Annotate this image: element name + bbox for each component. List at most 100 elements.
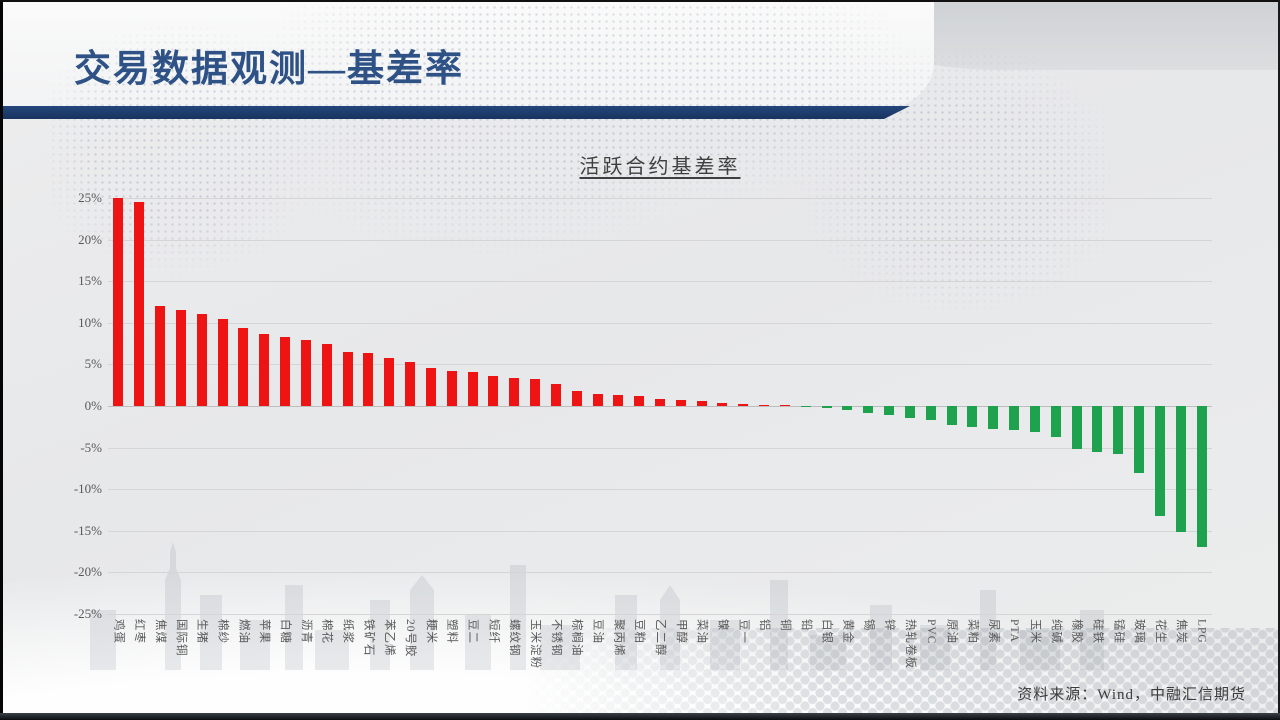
- x-axis-category-label: 铜: [778, 619, 791, 632]
- x-axis-category-label: 铁矿石: [362, 619, 375, 657]
- bar: [717, 402, 728, 406]
- bar: [175, 310, 186, 406]
- gridline: [108, 322, 1212, 324]
- x-axis-category-label: 豆粕: [633, 619, 646, 644]
- bar: [759, 405, 770, 406]
- bar: [884, 406, 895, 416]
- gridline: [108, 447, 1212, 449]
- x-axis-category-label: 棕榈油: [570, 619, 583, 657]
- y-axis-tick-label: 10%: [78, 314, 102, 330]
- dotted-world-map-pattern: [50, 4, 1110, 324]
- bar: [113, 198, 124, 406]
- bar: [779, 405, 790, 406]
- bar: [1009, 406, 1020, 431]
- x-axis-category-label: 玉米淀粉: [529, 619, 542, 669]
- x-axis-category-label: 白糖: [279, 619, 292, 644]
- x-axis-category-label: 塑料: [445, 619, 458, 644]
- source-note: 资料来源：Wind，中融汇信期货: [1017, 687, 1246, 703]
- x-axis-category-label: 黄金: [841, 619, 854, 644]
- bar: [1050, 406, 1061, 437]
- bar: [259, 333, 270, 406]
- bar: [946, 406, 957, 426]
- x-axis-category-label: 镍: [716, 619, 729, 632]
- bar: [904, 406, 915, 419]
- bar: [821, 406, 832, 409]
- gridline: [108, 489, 1212, 491]
- bar: [488, 376, 499, 406]
- slide-top-edge: [0, 0, 1280, 2]
- x-axis-category-label: 花生: [1153, 619, 1166, 644]
- white-swoosh-decoration: [0, 380, 1280, 720]
- bar: [321, 344, 332, 406]
- y-axis-tick-label: 5%: [84, 356, 102, 372]
- bar: [550, 384, 561, 406]
- x-axis-category-label: 玻璃: [1133, 619, 1146, 644]
- x-axis-category-label: 苯乙烯: [383, 619, 396, 657]
- x-axis-category-label: 豆油: [591, 619, 604, 644]
- x-axis-category-label: PTA: [1008, 619, 1021, 643]
- bar: [425, 367, 436, 406]
- x-axis-category-label: 铝: [758, 619, 771, 632]
- bar: [1196, 406, 1207, 548]
- x-axis-category-label: 燃油: [237, 619, 250, 644]
- x-axis-category-label: 粳米: [424, 619, 437, 644]
- gridline: [108, 281, 1212, 283]
- gridline: [108, 198, 1212, 199]
- x-axis-category-label: 豆一: [737, 619, 750, 644]
- bar: [155, 306, 166, 406]
- bar: [342, 351, 353, 406]
- bar: [988, 406, 999, 430]
- x-axis-category-label: 红枣: [133, 619, 146, 644]
- x-axis-category-label: 橡胶: [1070, 619, 1083, 644]
- x-axis-category-label: 螺纹钢: [508, 619, 521, 657]
- y-axis-tick-label: -20%: [73, 564, 102, 580]
- x-axis-category-label: 鸡蛋: [112, 619, 125, 644]
- bar: [238, 327, 249, 406]
- slide-bottom-edge: [0, 713, 1280, 720]
- bar: [863, 406, 874, 414]
- city-skyline-silhouette: [90, 542, 1104, 670]
- x-axis-category-label: 棉花: [320, 619, 333, 644]
- y-axis-tick-label: 25%: [78, 190, 102, 205]
- x-axis-category-label: 锌: [883, 619, 896, 632]
- header-panel: [0, 0, 934, 107]
- bar: [363, 352, 374, 406]
- bar: [655, 398, 665, 406]
- x-axis-category-label: 豆二: [466, 619, 479, 644]
- y-axis-tick-label: -5%: [80, 439, 102, 455]
- x-axis-category-label: 甲醇: [674, 619, 687, 644]
- bar: [384, 357, 395, 406]
- bar: [675, 400, 686, 406]
- x-axis-category-label: 苹果: [258, 619, 271, 644]
- gridline: [108, 364, 1212, 366]
- x-axis-category-label: 尿素: [987, 619, 1000, 644]
- gridline: [108, 572, 1212, 574]
- gridline: [108, 530, 1212, 532]
- bar: [925, 406, 936, 421]
- x-axis-category-label: 沥青: [299, 619, 312, 644]
- bar: [530, 378, 541, 406]
- bar: [509, 377, 520, 406]
- bar: [1113, 406, 1124, 455]
- bar: [134, 202, 145, 406]
- x-axis-category-label: 热轧卷板: [903, 619, 916, 669]
- slide-left-edge: [0, 0, 3, 720]
- bar: [592, 393, 603, 406]
- bar: [196, 314, 207, 406]
- x-axis-category-label: 不锈钢: [549, 619, 562, 657]
- gridline: [108, 406, 1212, 407]
- x-axis-category-label: 锡: [862, 619, 875, 632]
- x-axis-category-label: 聚丙烯: [612, 619, 625, 657]
- x-axis-category-label: 国际铜: [174, 619, 187, 657]
- hexagon-dots-pattern: [520, 628, 1280, 714]
- x-axis-category-label: 原油: [945, 619, 958, 644]
- bar: [446, 371, 457, 406]
- bar: [1092, 406, 1103, 452]
- gridline: [108, 614, 1212, 615]
- bar: [300, 340, 311, 406]
- x-axis-category-label: 硅铁: [1091, 619, 1104, 644]
- x-axis-category-label: 纯碱: [1049, 619, 1062, 644]
- x-axis-category-label: LPG: [1195, 619, 1208, 644]
